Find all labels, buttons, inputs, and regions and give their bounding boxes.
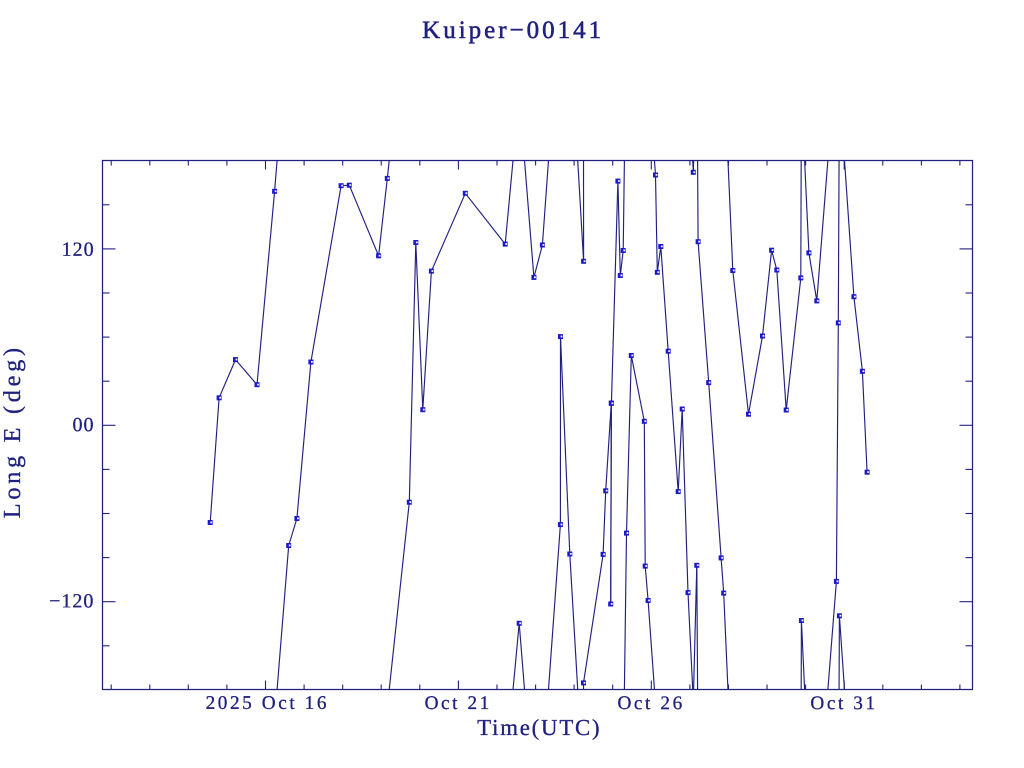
svg-text:Long E (deg): Long E (deg)	[0, 344, 26, 518]
svg-text:2025 Oct 16: 2025 Oct 16	[206, 693, 329, 714]
svg-text:Oct 26: Oct 26	[617, 693, 684, 714]
svg-text:Oct 21: Oct 21	[425, 693, 492, 714]
svg-text:120: 120	[62, 239, 95, 261]
svg-text:Oct 31: Oct 31	[810, 693, 877, 714]
svg-text:00: 00	[72, 414, 94, 436]
svg-text:Time(UTC): Time(UTC)	[477, 715, 601, 740]
svg-text:−120: −120	[49, 590, 94, 612]
svg-text:Kuiper−00141: Kuiper−00141	[422, 17, 604, 44]
